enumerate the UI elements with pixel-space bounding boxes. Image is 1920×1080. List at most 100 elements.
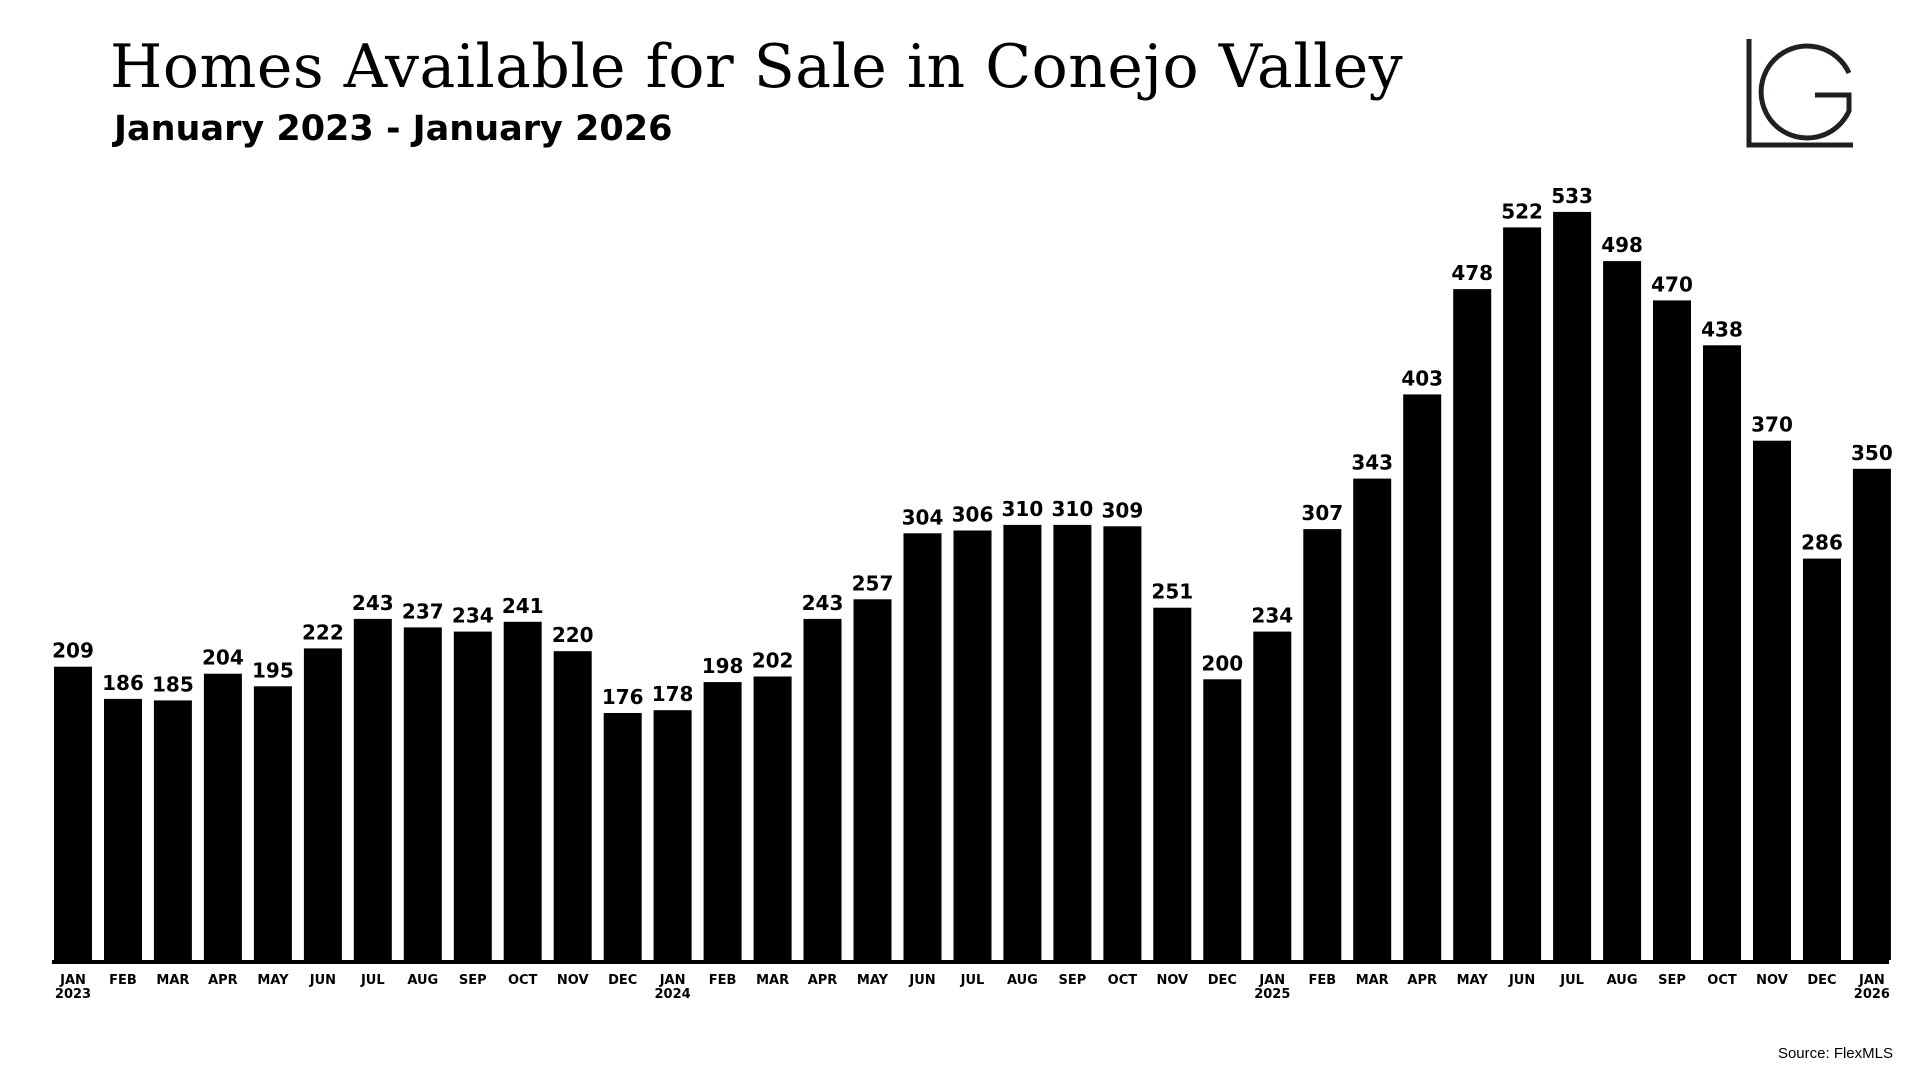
data-label: 185: [152, 672, 194, 696]
x-tick-label: JUL: [1559, 973, 1584, 988]
x-tick-label: SEP: [459, 973, 487, 988]
bar: [553, 651, 592, 960]
x-tick-label: JUN: [309, 973, 336, 988]
data-label: 370: [1751, 413, 1793, 437]
x-tick-label: MAY: [257, 973, 289, 988]
source-note: Source: FlexMLS: [1777, 1045, 1893, 1062]
data-label: 307: [1301, 501, 1343, 525]
x-tick-label: MAR: [156, 973, 189, 988]
bar: [1703, 345, 1741, 960]
bar: [803, 618, 842, 960]
x-tick-label: JUL: [960, 973, 985, 988]
bar: [503, 621, 542, 960]
x-tick-label: AUG: [407, 973, 438, 988]
x-tick-label: FEB: [109, 973, 137, 988]
bar: [1053, 524, 1092, 960]
bar: [1353, 478, 1392, 960]
data-label: 220: [552, 623, 594, 647]
x-tick-label: SEP: [1658, 973, 1686, 988]
data-label: 241: [502, 594, 544, 618]
bar: [1103, 526, 1142, 960]
x-tick-label: AUG: [1607, 973, 1638, 988]
x-tick-label: MAY: [1457, 973, 1489, 988]
bar: [703, 682, 742, 960]
data-label: 195: [252, 658, 294, 682]
data-label: 304: [902, 505, 944, 529]
x-tick-label: JAN 2023: [55, 973, 91, 1002]
bar: [1453, 289, 1492, 961]
x-tick-label: APR: [1407, 973, 1437, 988]
bar: [203, 673, 242, 960]
bar: [353, 618, 392, 960]
x-tick-label: FEB: [709, 973, 737, 988]
bar: [1403, 394, 1442, 960]
data-label: 309: [1102, 498, 1144, 522]
bar: [953, 530, 992, 960]
data-label: 176: [602, 685, 644, 709]
bar: [1553, 211, 1592, 960]
data-label: 198: [702, 654, 744, 678]
data-label: 234: [1251, 604, 1293, 628]
bar: [1303, 529, 1342, 960]
bar: [1603, 261, 1642, 961]
bar: [403, 627, 442, 960]
bar: [153, 700, 192, 960]
x-tick-label: APR: [808, 973, 838, 988]
x-tick-label: NOV: [1156, 973, 1188, 988]
bar: [903, 533, 942, 960]
bar: [104, 698, 142, 960]
x-tick-label: FEB: [1308, 973, 1336, 988]
data-label: 343: [1351, 451, 1393, 475]
data-label: 237: [402, 599, 444, 623]
brand-logo: LG: [1745, 36, 1860, 149]
bar: [1153, 607, 1192, 960]
bar: [603, 713, 642, 960]
bar: [1852, 468, 1891, 960]
data-label: 251: [1151, 580, 1193, 604]
data-label: 209: [52, 639, 94, 663]
x-tick-label: JAN 2026: [1854, 973, 1890, 1002]
bar: [1653, 300, 1691, 960]
data-label: 470: [1651, 272, 1693, 296]
chart-title: Homes Available for Sale in Conejo Valle…: [110, 32, 1404, 102]
data-label: 202: [752, 649, 794, 673]
bar: [1803, 558, 1841, 960]
x-tick-label: NOV: [1756, 973, 1788, 988]
x-tick-label: APR: [208, 973, 238, 988]
data-label: 438: [1701, 317, 1743, 341]
data-label: 310: [1002, 497, 1044, 521]
bar: [1203, 679, 1242, 960]
x-tick-label: JUL: [360, 973, 385, 988]
x-tick-label: DEC: [1208, 973, 1237, 988]
bar: [54, 666, 92, 960]
data-label: 286: [1801, 531, 1843, 555]
data-label: 222: [302, 620, 344, 644]
data-label: 533: [1551, 184, 1593, 208]
data-label: 403: [1401, 366, 1443, 390]
x-tick-label: JAN 2024: [655, 973, 691, 1002]
data-label: 478: [1451, 261, 1493, 285]
x-tick-label: MAY: [857, 973, 889, 988]
x-tick-label: JUN: [1508, 973, 1535, 988]
x-tick-label: OCT: [508, 973, 538, 988]
x-tick-label: JAN 2025: [1254, 973, 1290, 1002]
x-tick-label: OCT: [1108, 973, 1138, 988]
data-label: 310: [1052, 497, 1094, 521]
data-label: 257: [852, 571, 894, 595]
data-label: 178: [652, 682, 694, 706]
bar: [1753, 440, 1791, 960]
x-tick-label: SEP: [1059, 973, 1087, 988]
bar: [1003, 524, 1042, 960]
x-tick-label: AUG: [1007, 973, 1038, 988]
data-label: 498: [1601, 233, 1643, 257]
data-label: 243: [802, 591, 844, 615]
bar: [753, 676, 792, 960]
data-label: 522: [1501, 199, 1543, 223]
logo-letter-g: [1758, 43, 1852, 141]
chart-subtitle: January 2023 - January 2026: [114, 109, 673, 149]
bar: [453, 631, 492, 960]
bar: [653, 710, 692, 960]
bar: [853, 599, 892, 960]
data-label: 350: [1851, 441, 1893, 465]
